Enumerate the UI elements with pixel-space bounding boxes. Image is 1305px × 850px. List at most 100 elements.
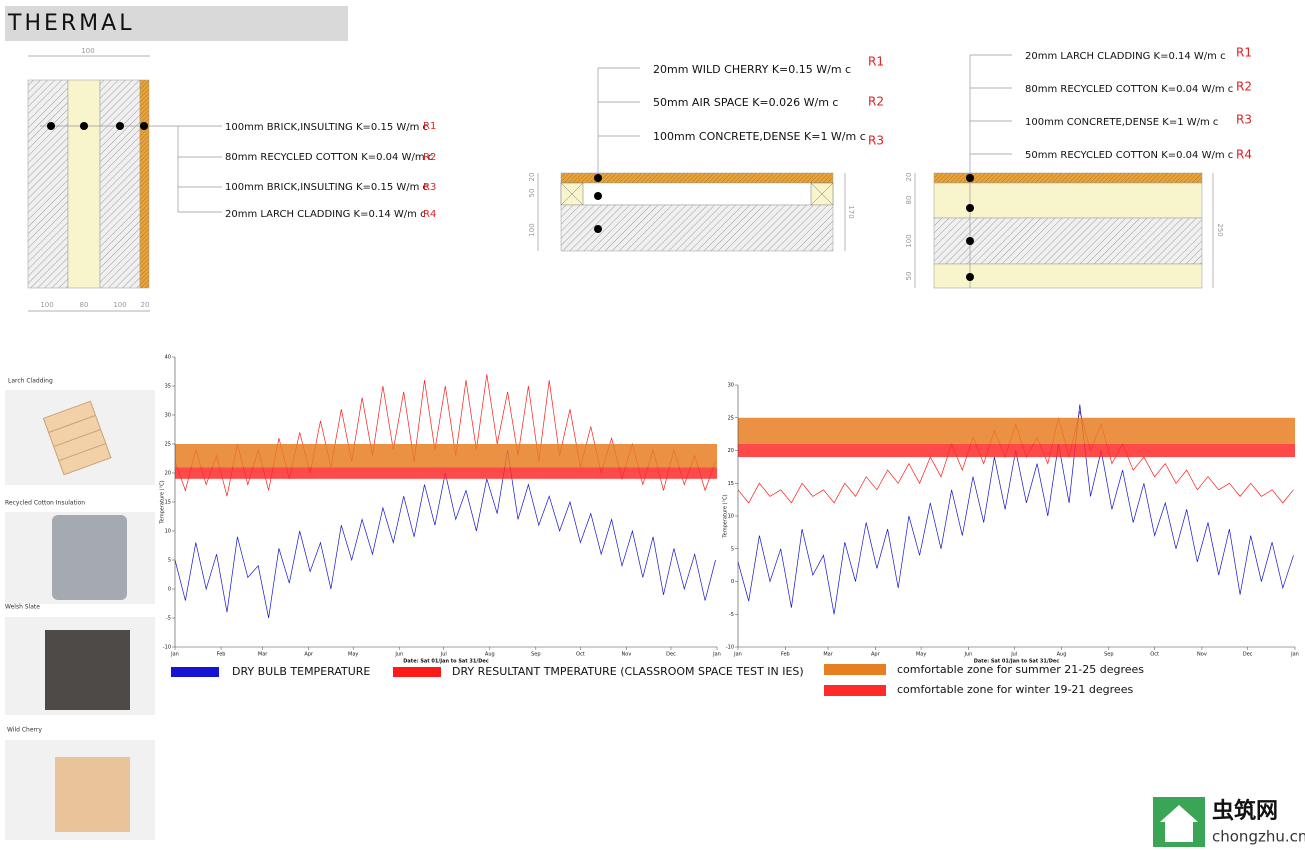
layer-ref: R3 [423,182,436,193]
layer-ref: R3 [1236,113,1252,127]
layer-ref: R2 [423,152,436,163]
floor-section: 20 50 100 170 20mm WILD CHERRY K=0.15 W/… [528,55,884,252]
x-tick-label: Jul [1010,652,1017,658]
roof-section: 20 80 100 50 250 20mm LARCH CLADDING K=0… [905,46,1252,289]
comfort-band [738,417,1295,444]
x-tick-label: Nov [1197,652,1207,658]
x-tick-label: Feb [217,652,226,658]
x-tick-label: Oct [576,652,585,658]
legend-label: DRY BULB TEMPERATURE [232,665,370,678]
x-tick-label: Oct [1150,652,1159,658]
dimension: 50 [528,189,536,198]
legend-label: comfortable zone for winter 19-21 degree… [897,683,1133,696]
layer-label: 100mm CONCRETE,DENSE K=1 W/m c [653,130,866,143]
dimension: 100 [40,301,53,309]
dimension: 100 [81,47,94,55]
layer-label: 50mm RECYCLED COTTON K=0.04 W/m c [1025,150,1233,161]
layer-label: 80mm RECYCLED COTTON K=0.04 W/m c [225,152,433,163]
legend-label: comfortable zone for summer 21-25 degree… [897,663,1144,676]
x-tick-label: May [916,652,926,658]
watermark-name: 虫筑网 [1212,798,1278,824]
dimension: 80 [80,301,89,309]
dimension: 250 [1216,223,1224,236]
legend-swatch [824,685,886,696]
dimension: 100 [905,234,913,247]
layer-ref: R2 [1236,80,1252,94]
x-tick-label: Jul [440,652,447,658]
x-axis-label: Date: Sat 01/Jan to Sat 31/Dec [974,659,1059,665]
dimension: 20 [905,173,913,182]
material-label: Wild Cherry [7,727,42,734]
watermark-url: chongzhu.cn [1212,828,1305,846]
watermark: 虫筑网 chongzhu.cn [1153,797,1305,847]
wall-section: 100 100 80 100 20 100mm BRICK,INSULTING … [27,47,436,312]
x-tick-label: Mar [823,652,833,658]
legend-swatch [393,667,441,677]
layer-label: 100mm BRICK,INSULTING K=0.15 W/m c [225,122,428,133]
x-tick-label: Dec [666,652,676,658]
dimension: 20 [141,301,150,309]
chart: -10 -5 0 5 10 15 20 25 30 Jan Feb Mar Apr May Jun Jul Au… [723,383,1299,665]
x-axis-label: Date: Sat 01/Jan to Sat 31/Dec [403,659,488,665]
y-tick-label: 30 [728,383,734,389]
y-tick-label: 25 [165,442,171,448]
x-tick-label: Dec [1243,652,1253,658]
x-tick-label: Jan [170,652,179,658]
y-tick-label: -10 [163,645,171,651]
x-tick-label: Jan [712,652,721,658]
dimension: 100 [528,223,536,236]
y-tick-label: -5 [166,616,171,622]
y-tick-label: 35 [165,384,171,390]
layer-label: 20mm LARCH CLADDING K=0.14 W/m c [225,209,426,220]
y-tick-label: 5 [731,546,734,552]
dimension: 80 [905,196,913,205]
x-tick-label: Sep [531,652,540,658]
y-tick-label: 0 [731,579,734,585]
x-tick-label: Sep [1104,652,1113,658]
chart: -10 -5 0 5 10 15 20 25 30 35 40 Jan Feb Mar Apr May Jun J… [160,355,721,665]
legend-label: DRY RESULTANT TMPERATURE (CLASSROOM SPAC… [452,665,804,678]
layer-ref: R1 [1236,46,1252,60]
legend: DRY BULB TEMPERATURE DRY RESULTANT TMPER… [171,663,1144,696]
y-axis-label: Temperature (°C) [723,494,729,538]
layer-ref: R2 [868,95,884,109]
x-tick-label: Aug [485,652,495,658]
comfort-band [738,443,1295,458]
x-tick-label: Jan [733,652,742,658]
dimension: 170 [847,205,855,218]
y-tick-label: -5 [729,612,734,618]
dimension: 20 [528,173,536,182]
material-panel: Larch Cladding Recycled Cotton Insulatio… [5,378,155,840]
dimension: 100 [113,301,126,309]
legend-swatch [824,664,886,675]
material-label: Welsh Slate [5,604,40,611]
layer-label: 20mm WILD CHERRY K=0.15 W/m c [653,63,851,76]
x-tick-label: Nov [622,652,632,658]
x-tick-label: Mar [258,652,268,658]
x-tick-label: Aug [1057,652,1067,658]
page-title: THERMAL [7,11,134,36]
layer-ref: R1 [868,55,884,69]
layer-ref: R1 [423,121,436,132]
y-axis-label: Temperature (°C) [160,480,166,524]
y-tick-label: 15 [728,481,734,487]
layer-ref: R4 [1236,148,1252,162]
title-bar [5,6,348,41]
legend-swatch [171,667,219,677]
x-tick-label: Apr [304,652,314,658]
y-tick-label: 0 [168,587,171,593]
x-tick-label: Feb [781,652,790,658]
x-tick-label: Apr [871,652,881,658]
x-tick-label: Jan [1290,652,1299,658]
layer-label: 50mm AIR SPACE K=0.026 W/m c [653,96,838,109]
x-tick-label: May [348,652,358,658]
y-tick-label: 10 [728,514,734,520]
comfort-band [175,467,717,479]
y-tick-label: 15 [165,500,171,506]
layer-label: 80mm RECYCLED COTTON K=0.04 W/m c [1025,84,1233,95]
x-tick-label: Jun [394,652,403,658]
layer-ref: R4 [423,209,436,220]
layer-ref: R3 [868,134,884,148]
y-tick-label: -10 [726,645,734,651]
